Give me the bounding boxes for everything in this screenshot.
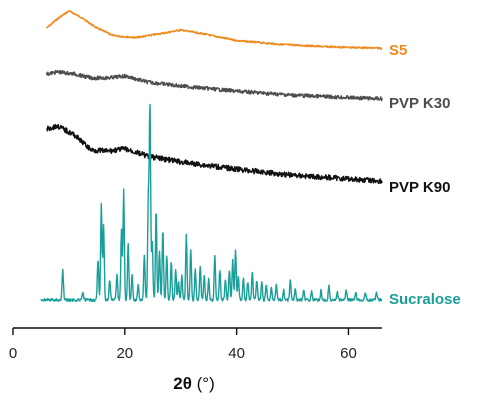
series-label-s5: S5 [389,42,407,59]
x-tick-label: 0 [9,345,17,362]
x-tick-label: 60 [340,345,357,362]
series-line-pvp-k90 [46,123,383,185]
x-tick-label: 40 [228,345,245,362]
series-layer [40,10,383,303]
x-tick-layer: 0 20 40 60 [9,328,357,362]
x-axis: 0 20 40 60 2θ (°) [9,327,382,393]
series-line-sucralose [40,103,383,303]
x-axis-title-unit: (°) [192,374,215,393]
x-tick-label: 20 [116,345,133,362]
series-label-sucralose: Sucralose [389,291,461,308]
x-axis-title: 2θ (°) [173,374,215,393]
series-line-s5 [46,10,383,50]
series-label-pvp-k90: PVP K90 [389,179,450,196]
plot-area: S5 PVP K30 PVP K90 Sucralose [40,10,461,308]
series-label-pvp-k30: PVP K30 [389,95,450,112]
series-line-pvp-k30 [45,69,383,102]
series-label-layer: S5 PVP K30 PVP K90 Sucralose [389,42,461,308]
x-axis-title-symbol: 2θ [173,374,192,393]
